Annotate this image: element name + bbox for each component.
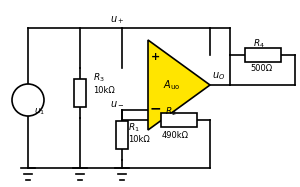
Bar [244,48,280,62]
Circle shape [12,84,44,116]
Text: $u_+$: $u_+$ [110,14,124,26]
Text: 10kΩ: 10kΩ [128,136,150,145]
Text: −: − [149,101,161,115]
Text: $R_3$: $R_3$ [93,72,105,84]
Text: 500Ω: 500Ω [250,64,272,73]
Text: $A_{\rm uo}$: $A_{\rm uo}$ [164,78,181,92]
Text: $u_O$: $u_O$ [212,70,225,82]
Text: $R_2$: $R_2$ [165,106,177,118]
Bar [116,121,128,149]
Text: $R_1$: $R_1$ [128,122,140,134]
Text: $u_1$: $u_1$ [34,107,45,117]
Bar [74,79,86,107]
Text: 10kΩ: 10kΩ [93,85,115,94]
Text: $R_4$: $R_4$ [253,38,265,50]
Bar [161,113,197,127]
Text: +: + [150,52,160,62]
Polygon shape [148,40,210,130]
Text: $u_-$: $u_-$ [110,98,124,108]
Text: 490kΩ: 490kΩ [162,131,189,140]
